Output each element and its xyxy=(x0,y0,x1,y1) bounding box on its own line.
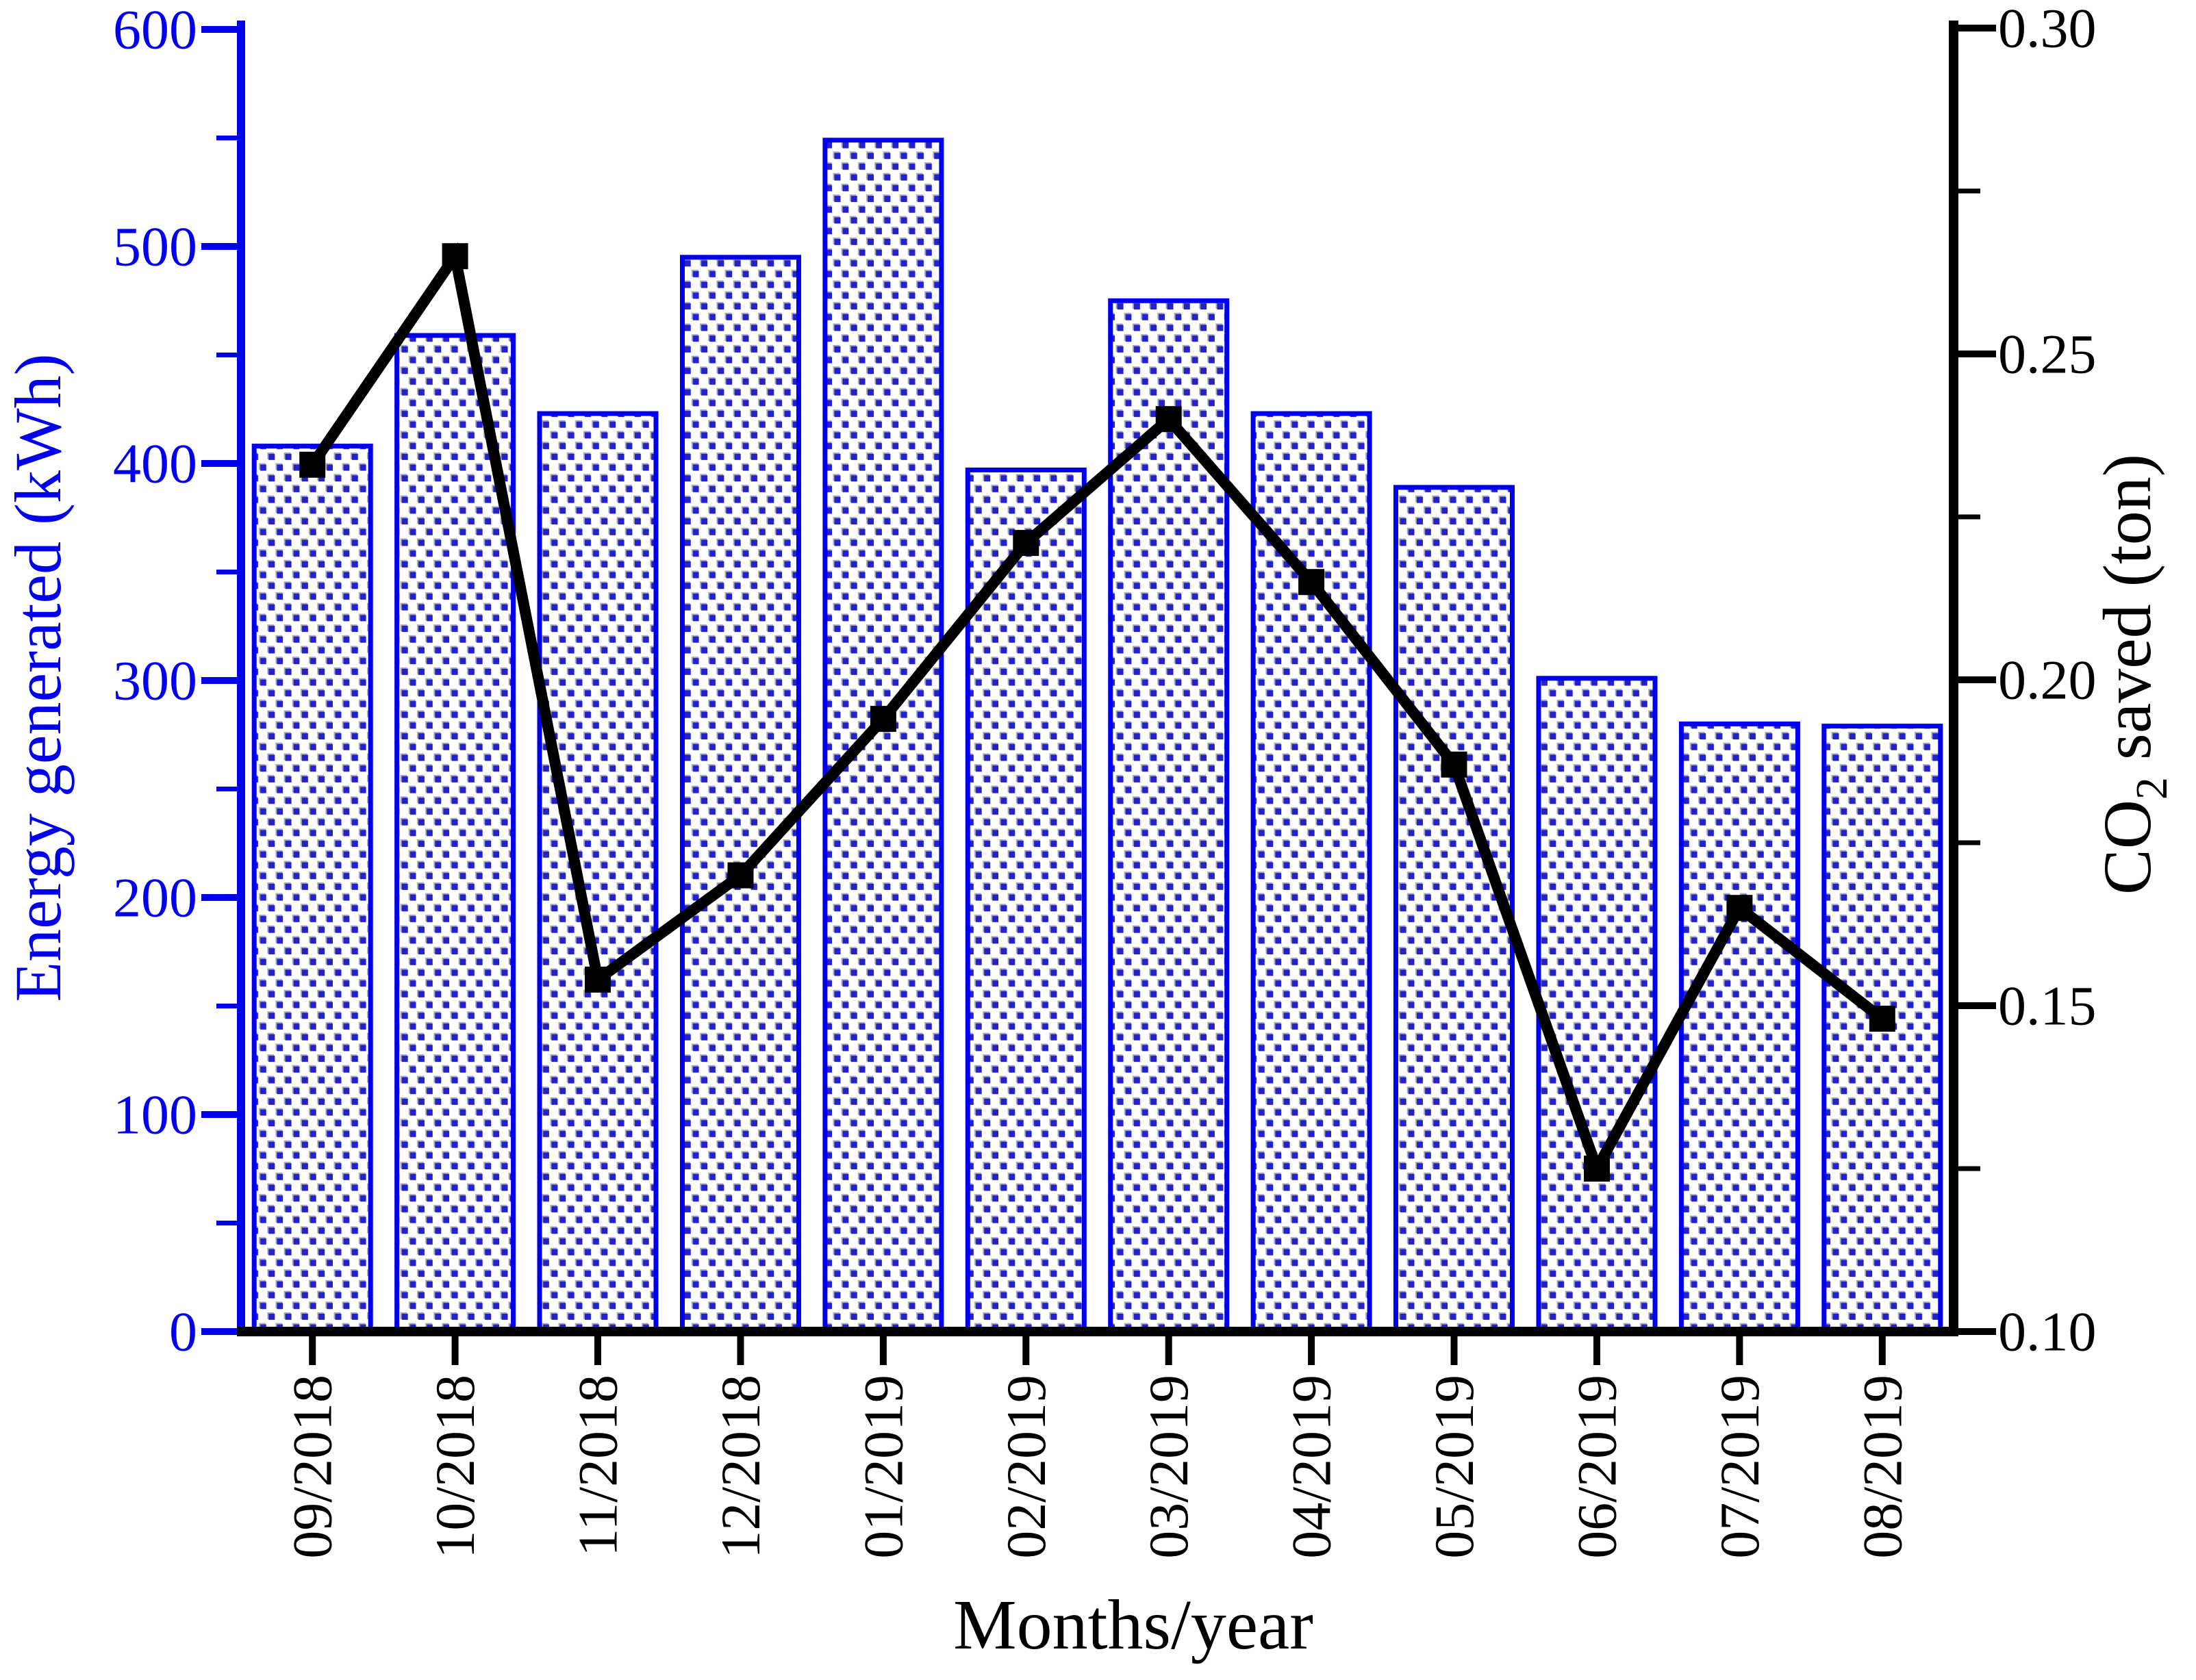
bar-11/2018 xyxy=(537,411,659,1334)
x-axis-title: Months/year xyxy=(953,1586,1313,1664)
co2-marker-10/2018 xyxy=(442,243,468,270)
x-tick-label: 05/2019 xyxy=(1423,1375,1485,1559)
bar-05/2019 xyxy=(1393,485,1515,1334)
co2-marker-08/2019 xyxy=(1869,1006,1895,1032)
left-axis-tick-label: 400 xyxy=(113,433,197,495)
x-tick-label: 07/2019 xyxy=(1708,1375,1771,1559)
co2-marker-11/2018 xyxy=(585,966,611,993)
x-tick-label: 06/2019 xyxy=(1566,1375,1628,1559)
x-tick-label: 08/2019 xyxy=(1851,1375,1913,1559)
x-tick-label: 10/2018 xyxy=(424,1375,486,1559)
right-axis-tick-label: 0.15 xyxy=(1998,975,2097,1037)
axes: 0 100 200 300 400 500 600 0.10 0.15 0.20 0.25 0.30 0… xyxy=(113,0,2097,1559)
bar-series-energy xyxy=(251,138,1943,1334)
co2-marker-03/2019 xyxy=(1155,406,1182,433)
x-tick-label: 02/2019 xyxy=(995,1375,1057,1559)
co2-marker-06/2019 xyxy=(1584,1156,1610,1182)
co2-line xyxy=(307,242,1886,1182)
left-axis-tick-label: 500 xyxy=(113,216,197,278)
left-axis-tick-label: 200 xyxy=(113,867,197,929)
right-axis-tick-label: 0.30 xyxy=(1998,0,2097,60)
bar-09/2018 xyxy=(251,444,373,1334)
x-tick-label: 01/2019 xyxy=(852,1375,914,1559)
left-axis-tick-label: 300 xyxy=(113,650,197,712)
right-axis-tick-label: 0.10 xyxy=(1998,1301,2097,1363)
right-axis-title-prefix: CO xyxy=(2089,800,2165,895)
bar-06/2019 xyxy=(1536,676,1658,1334)
left-axis-title: Energy generated (kWh) xyxy=(1,353,75,1002)
co2-marker-09/2018 xyxy=(299,451,326,478)
co2-marker-07/2019 xyxy=(1726,895,1753,921)
x-tick-label: 11/2018 xyxy=(567,1375,629,1557)
x-tick-label: 03/2019 xyxy=(1137,1375,1200,1559)
co2-marker-12/2018 xyxy=(727,862,754,889)
co2-marker-01/2019 xyxy=(870,706,896,733)
left-axis-tick-label: 100 xyxy=(113,1084,197,1146)
x-tick-label: 12/2018 xyxy=(709,1375,772,1559)
left-axis-tick-label: 600 xyxy=(113,0,197,61)
bar-02/2019 xyxy=(965,468,1087,1334)
bar-04/2019 xyxy=(1250,411,1372,1334)
x-tick-label: 09/2018 xyxy=(281,1375,344,1559)
right-axis-title-sub: 2 xyxy=(2127,777,2177,800)
bar-07/2019 xyxy=(1678,721,1800,1334)
x-tick-label: 04/2019 xyxy=(1280,1375,1343,1559)
co2-marker-05/2019 xyxy=(1441,751,1467,778)
bar-12/2018 xyxy=(680,255,801,1334)
right-axis-title: CO2 saved (ton) xyxy=(2089,454,2177,895)
co2-marker-04/2019 xyxy=(1298,569,1325,596)
right-axis-tick-label: 0.25 xyxy=(1998,323,2097,385)
right-axis-title-suffix: saved (ton) xyxy=(2089,454,2165,777)
bar-01/2019 xyxy=(822,138,944,1334)
bar-10/2018 xyxy=(394,333,516,1334)
line-series-co2 xyxy=(299,242,1895,1182)
co2-marker-02/2019 xyxy=(1013,530,1039,557)
left-axis-tick-label: 0 xyxy=(169,1301,197,1363)
right-axis-tick-label: 0.20 xyxy=(1998,649,2097,711)
